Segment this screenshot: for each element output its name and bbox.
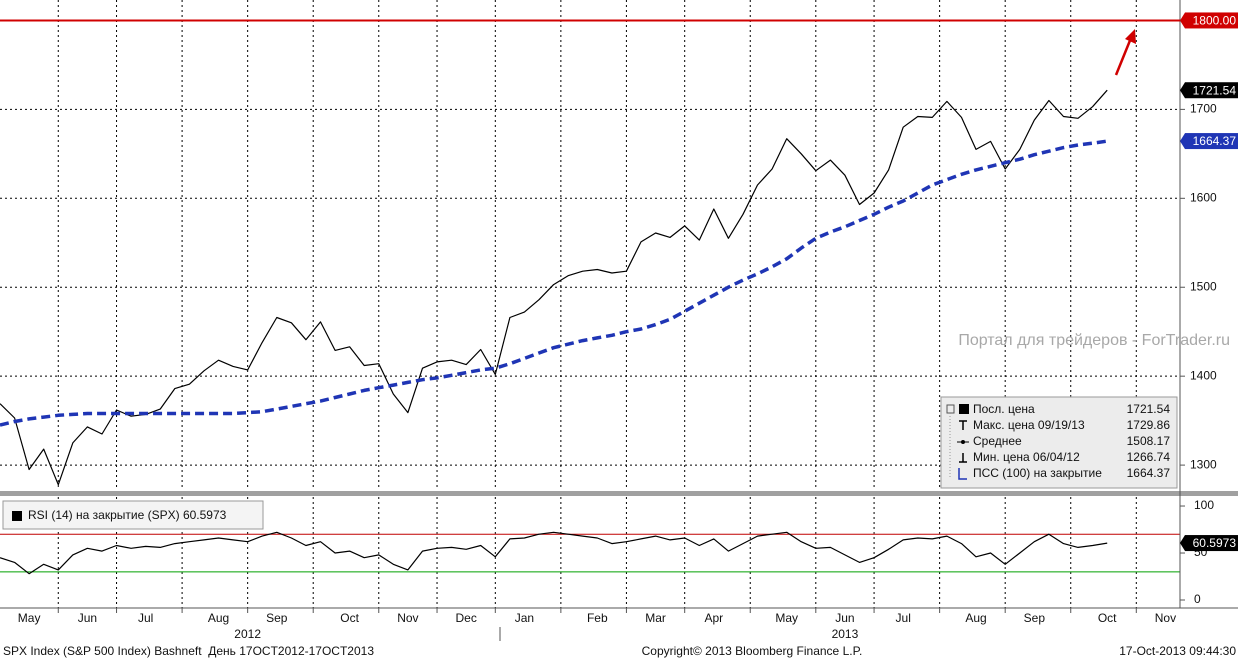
value-box-pointer: [1180, 535, 1185, 552]
value-box-label: 60.5973: [1193, 536, 1237, 550]
x-tick-label: Aug: [208, 611, 229, 625]
x-tick-label: Jun: [78, 611, 97, 625]
x-group-label: 2012: [234, 627, 261, 641]
stat-label: ПСС (100) на закрытие: [973, 466, 1102, 480]
stat-label: Мин. цена 06/04/12: [973, 450, 1080, 464]
stats-rows: Посл. цена 1721.54 Макс. цена 09/19/13 1729…: [973, 402, 1170, 480]
legend-icon: [959, 420, 967, 430]
stat-value: 1721.54: [1127, 402, 1171, 416]
legend-box: [2, 500, 264, 530]
x-tick-label: Oct: [1098, 611, 1117, 625]
footer-left: SPX Index (S&P 500 Index) Bashneft День …: [3, 644, 374, 658]
x-tick-label: May: [18, 611, 41, 625]
x-tick-label: Jun: [835, 611, 854, 625]
value-box-pointer: [1180, 133, 1185, 150]
y-tick-label: 0: [1194, 592, 1201, 606]
x-tick-label: Sep: [1024, 611, 1046, 625]
value-box-label: 1800.00: [1193, 14, 1237, 28]
footer-right: 17-Oct-2013 09:44:30: [1119, 644, 1236, 658]
y-tick-label: 1700: [1190, 102, 1217, 116]
legend-icon: [959, 453, 967, 463]
stat-value: 1664.37: [1127, 466, 1171, 480]
stat-value: 1729.86: [1127, 418, 1171, 432]
legend-icon: [959, 404, 969, 414]
watermark: Портал для трейдеров - ForTrader.ru: [958, 332, 1230, 349]
value-box-label: 1664.37: [1193, 134, 1237, 148]
legend-label: RSI (14) на закрытие (SPX): [28, 508, 180, 522]
legend-value: 60.5973: [183, 508, 227, 522]
footer-center: Copyright© 2013 Bloomberg Finance L.P.: [642, 644, 863, 658]
x-tick-label: Apr: [704, 611, 723, 625]
legend-icon: [958, 468, 967, 480]
x-tick-label: Jan: [515, 611, 534, 625]
stat-label: Макс. цена 09/19/13: [973, 418, 1085, 432]
x-tick-label: Sep: [266, 611, 288, 625]
y-tick-label: 1300: [1190, 457, 1217, 471]
value-box-pointer: [1180, 82, 1185, 99]
x-tick-label: May: [775, 611, 798, 625]
value-box: [1185, 535, 1238, 552]
value-box-pointer: [1180, 12, 1185, 29]
marks-layer: [0, 19, 1180, 575]
x-tick-label: Dec: [456, 611, 477, 625]
y-tick-label: 100: [1194, 498, 1214, 512]
y-tick-label: 1500: [1190, 279, 1217, 293]
x-tick-label: Jul: [896, 611, 911, 625]
annotation-arrow: [1114, 29, 1136, 76]
grid-layer: [0, 0, 1180, 608]
y-tick-label: 1600: [1190, 190, 1217, 204]
legend-box: [940, 396, 1178, 489]
value-box-label: 1721.54: [1193, 83, 1237, 97]
stats-legend: [940, 396, 1178, 489]
x-tick-label: Mar: [645, 611, 666, 625]
price-line: [0, 531, 1108, 575]
price-line: [0, 89, 1108, 486]
legend-icon: [961, 440, 965, 444]
x-group-label: 2013: [832, 627, 859, 641]
stat-value: 1508.17: [1127, 434, 1171, 448]
rsi-legend-text: RSI (14) на закрытие (SPX) 60.5973: [28, 508, 227, 522]
value-box: [1185, 133, 1238, 150]
moving-average-line: [0, 139, 1108, 427]
value-box: [1185, 12, 1238, 29]
x-tick-label: Aug: [965, 611, 986, 625]
rsi-legend: RSI (14) на закрытие (SPX) 60.5973: [2, 500, 264, 530]
x-tick-label: Nov: [397, 611, 418, 625]
x-tick-label: Jul: [138, 611, 153, 625]
x-tick-label: Nov: [1155, 611, 1176, 625]
legend-swatch: [12, 511, 22, 521]
x-tick-label: Feb: [587, 611, 608, 625]
y-tick-label: 1400: [1190, 368, 1217, 382]
stat-label: Посл. цена: [973, 402, 1035, 416]
value-box: [1185, 82, 1238, 99]
stat-label: Среднее: [973, 434, 1022, 448]
panel-separator: [0, 491, 1238, 496]
x-tick-label: Oct: [340, 611, 359, 625]
stat-value: 1266.74: [1127, 450, 1171, 464]
